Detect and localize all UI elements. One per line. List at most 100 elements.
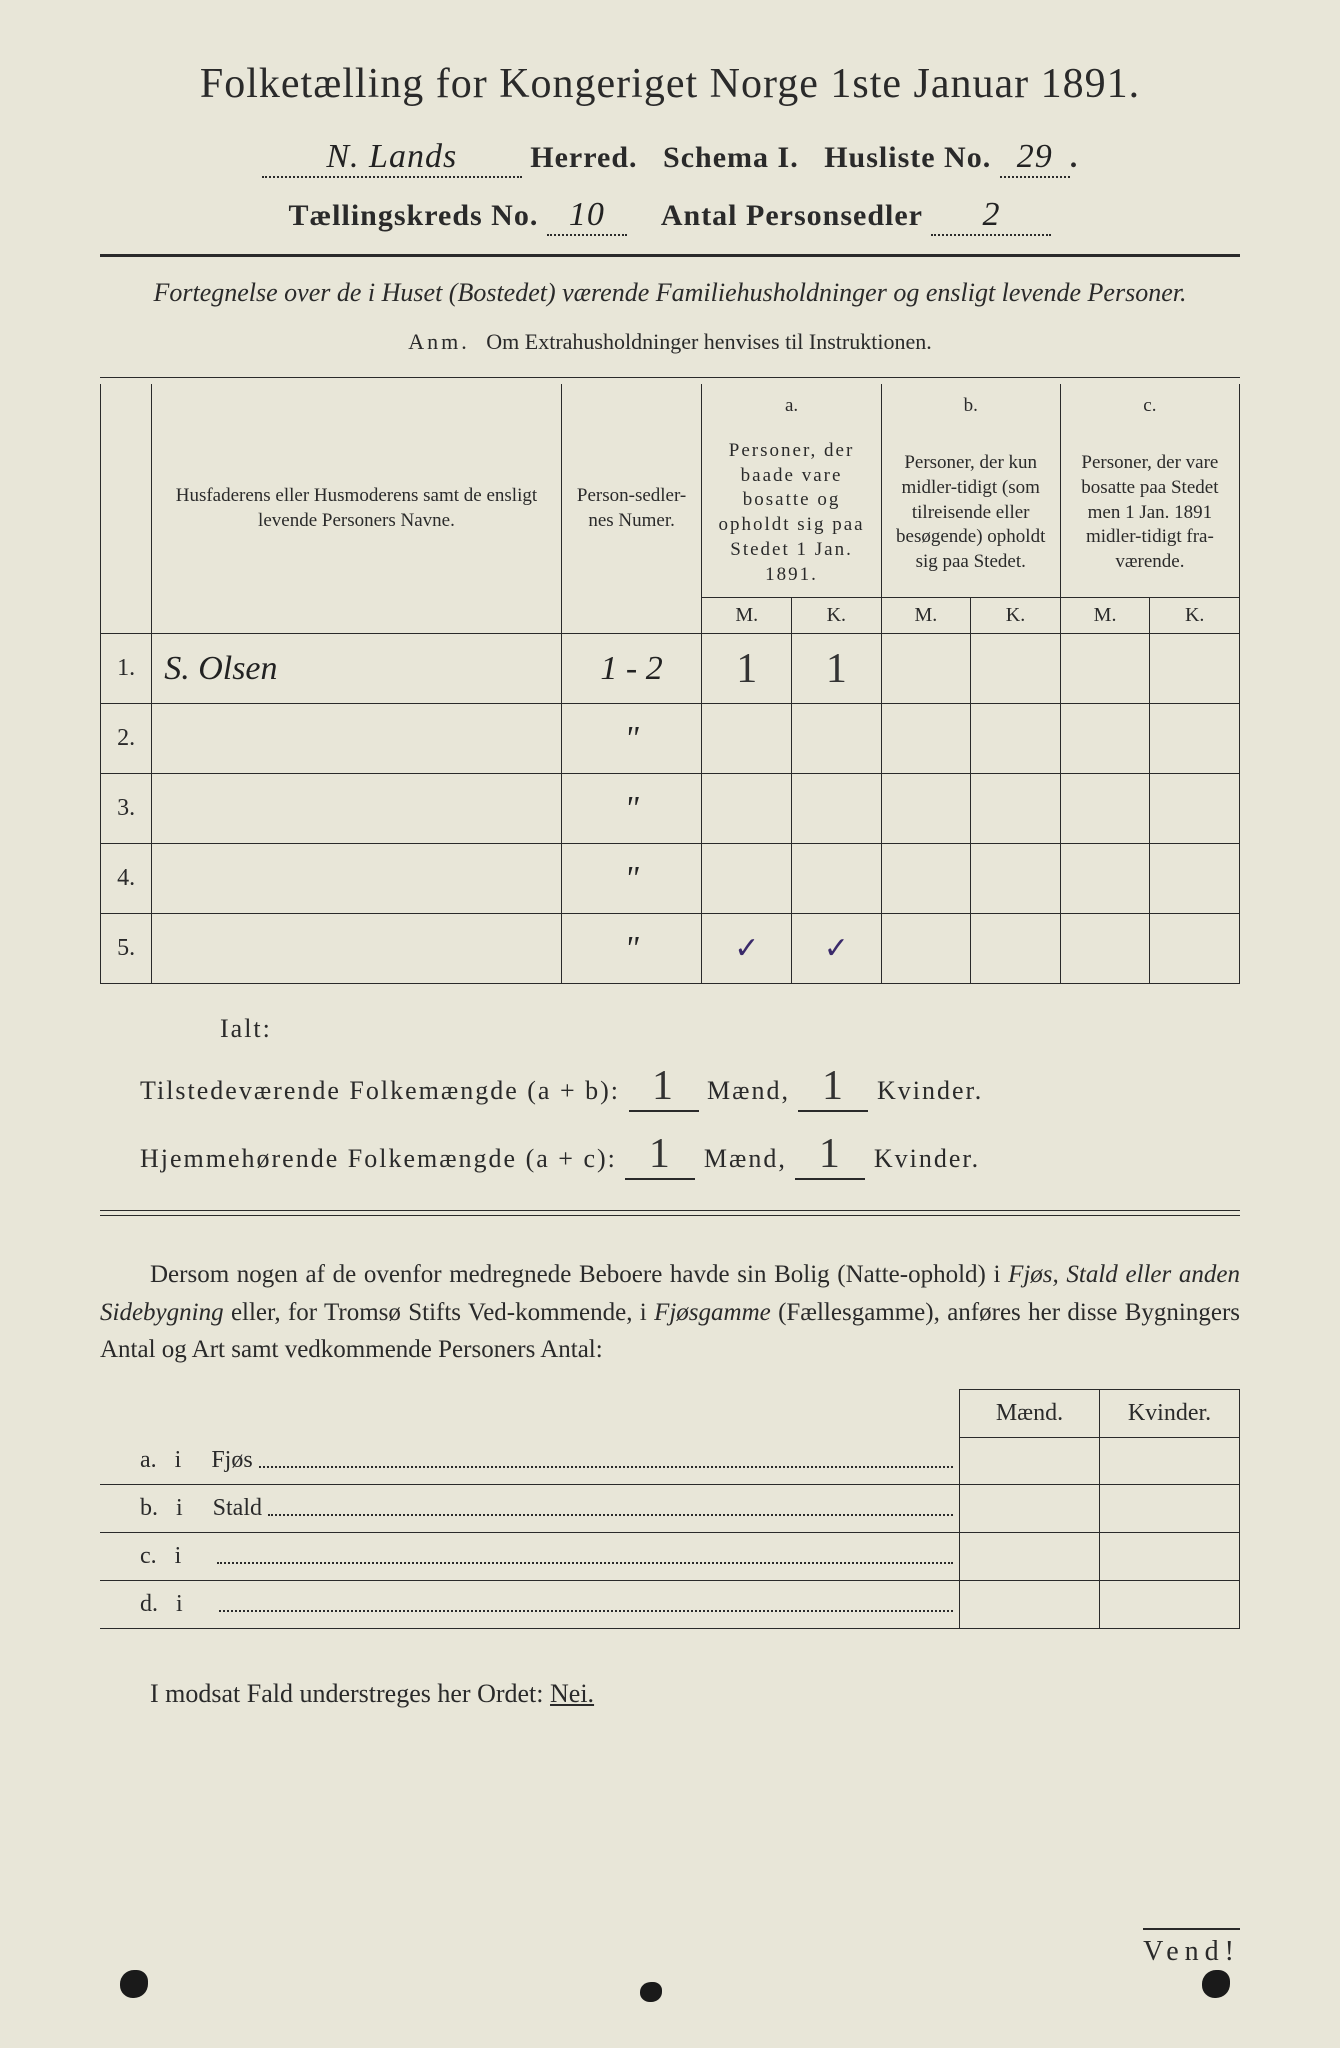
row-num: 2. (101, 704, 152, 774)
col-b-label: b. (881, 384, 1060, 429)
row-sedler: " (561, 704, 702, 774)
divider (100, 1215, 1240, 1216)
nei-line: I modsat Fald understreges her Ordet: Ne… (100, 1679, 1240, 1709)
husliste-label: Husliste No. (824, 141, 991, 174)
row-bm (881, 634, 971, 704)
row-sedler: " (561, 844, 702, 914)
maend-label: Mænd, (704, 1144, 787, 1173)
col-m: M. (1060, 598, 1150, 634)
para-it2: Fjøsgamme (654, 1299, 771, 1326)
col-m: M. (881, 598, 971, 634)
paragraph: Dersom nogen af de ovenfor medregnede Be… (100, 1256, 1240, 1369)
anm-text: Om Extrahusholdninger henvises til Instr… (486, 329, 931, 354)
col-num-header: Person-sedler-nes Numer. (561, 384, 702, 633)
table-row: 2. " (101, 704, 1240, 774)
sum-line-1: Tilstedeværende Folkemængde (a + b): 1 M… (100, 1062, 1240, 1112)
anm-label: Anm. (408, 329, 470, 354)
col-k: K. (792, 598, 882, 634)
btable-label: b. i Stald (100, 1485, 960, 1533)
btable-k (1100, 1533, 1240, 1581)
sum2-label: Hjemmehørende Folkemængde (a + c): (140, 1144, 617, 1173)
husliste-value: 29 (1000, 138, 1070, 178)
nei-text: I modsat Fald understreges her Ordet: (150, 1679, 550, 1708)
btable-label: c. i (100, 1533, 960, 1581)
btable-maend: Mænd. (960, 1389, 1100, 1437)
row-bm (881, 914, 971, 984)
ialt-label: Ialt: (100, 1014, 1240, 1044)
building-table: Mænd. Kvinder. a. i Fjøsb. i Staldc. i d… (100, 1389, 1240, 1630)
row-ck (1150, 844, 1240, 914)
row-num: 4. (101, 844, 152, 914)
row-ak (792, 844, 882, 914)
row-ck (1150, 634, 1240, 704)
sum2-k: 1 (795, 1130, 865, 1180)
row-ck (1150, 774, 1240, 844)
row-bk (971, 914, 1061, 984)
btable-row: b. i Stald (100, 1485, 1240, 1533)
row-num: 1. (101, 634, 152, 704)
anm-line: Anm. Om Extrahusholdninger henvises til … (100, 329, 1240, 355)
maend-label: Mænd, (707, 1076, 790, 1105)
row-num: 5. (101, 914, 152, 984)
table-row: 1.S. Olsen1 - 211 (101, 634, 1240, 704)
col-k: K. (971, 598, 1061, 634)
col-m: M. (702, 598, 792, 634)
row-sedler: " (561, 914, 702, 984)
herred-value: N. Lands (262, 138, 522, 178)
header-line-1: N. Lands Herred. Schema I. Husliste No. … (100, 138, 1240, 178)
para-p2: eller, for Tromsø Stifts Ved-kommende, i (224, 1299, 654, 1326)
table-row: 3. " (101, 774, 1240, 844)
schema-label: Schema I. (663, 141, 799, 174)
row-name (152, 774, 562, 844)
row-bm (881, 844, 971, 914)
kreds-value: 10 (547, 196, 627, 236)
para-p1: Dersom nogen af de ovenfor medregnede Be… (150, 1261, 1008, 1288)
col-a-label: a. (702, 384, 881, 429)
row-cm (1060, 914, 1150, 984)
herred-label: Herred. (530, 141, 637, 174)
row-am: 1 (702, 634, 792, 704)
btable-row: d. i (100, 1581, 1240, 1629)
divider (100, 1210, 1240, 1211)
header-line-2: Tællingskreds No. 10 Antal Personsedler … (100, 196, 1240, 236)
punch-hole (1202, 1970, 1230, 1998)
row-am (702, 704, 792, 774)
kvinder-label: Kvinder. (877, 1076, 983, 1105)
page-title: Folketælling for Kongeriget Norge 1ste J… (100, 60, 1240, 108)
sum2-m: 1 (625, 1130, 695, 1180)
row-am (702, 844, 792, 914)
row-num: 3. (101, 774, 152, 844)
btable-label: a. i Fjøs (100, 1437, 960, 1485)
btable-m (960, 1533, 1100, 1581)
btable-m (960, 1437, 1100, 1485)
main-table: Husfaderens eller Husmoderens samt de en… (100, 384, 1240, 984)
row-bk (971, 634, 1061, 704)
col-names-header: Husfaderens eller Husmoderens samt de en… (152, 384, 562, 633)
row-name: S. Olsen (152, 634, 562, 704)
row-cm (1060, 774, 1150, 844)
row-ak (792, 704, 882, 774)
col-a-text: Personer, der baade vare bosatte og opho… (702, 429, 881, 598)
row-name (152, 704, 562, 774)
subtitle: Fortegnelse over de i Huset (Bostedet) v… (100, 275, 1240, 311)
btable-k (1100, 1485, 1240, 1533)
row-bm (881, 774, 971, 844)
kvinder-label: Kvinder. (874, 1144, 980, 1173)
divider (100, 377, 1240, 378)
antal-value: 2 (931, 196, 1051, 236)
row-bk (971, 774, 1061, 844)
row-cm (1060, 634, 1150, 704)
col-c-text: Personer, der vare bosatte paa Stedet me… (1060, 429, 1239, 598)
row-name (152, 844, 562, 914)
row-sedler: " (561, 774, 702, 844)
vend-label: Vend! (1143, 1928, 1240, 1968)
row-am (702, 774, 792, 844)
table-row: 5."✓✓ (101, 914, 1240, 984)
row-bk (971, 844, 1061, 914)
nei-word: Nei. (550, 1679, 594, 1708)
punch-hole (120, 1970, 148, 1998)
row-name (152, 914, 562, 984)
btable-row: c. i (100, 1533, 1240, 1581)
col-k: K. (1150, 598, 1240, 634)
row-ak (792, 774, 882, 844)
